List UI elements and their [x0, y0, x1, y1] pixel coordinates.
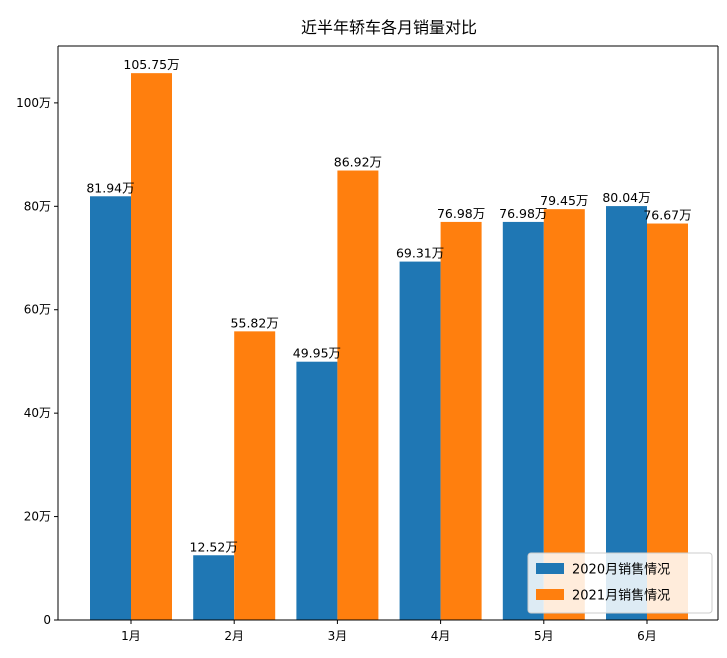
- data-label: 79.45万: [540, 193, 588, 208]
- x-tick-label: 6月: [637, 629, 657, 643]
- y-tick-label: 100万: [16, 96, 51, 110]
- y-tick-label: 40万: [24, 406, 51, 420]
- data-label: 49.95万: [293, 346, 341, 361]
- bar: [337, 170, 379, 620]
- y-tick-label: 0: [43, 613, 51, 627]
- legend-label: 2020月销售情况: [572, 562, 670, 578]
- bar: [543, 209, 585, 620]
- data-label: 80.04万: [602, 190, 650, 205]
- axes-layer: 0 20万 40万 60万 80万 100万 1月 2月 3月 4月 5月 6月: [16, 45, 719, 643]
- bar: [193, 555, 235, 620]
- y-tick-label: 60万: [24, 303, 51, 317]
- data-label: 69.31万: [396, 246, 444, 261]
- y-tick-label: 20万: [24, 510, 51, 524]
- x-tick-label: 4月: [431, 629, 451, 643]
- legend-swatch: [536, 563, 564, 574]
- bar: [296, 361, 338, 620]
- x-tick-label: 5月: [534, 629, 554, 643]
- legend: 2020月销售情况 2021月销售情况: [527, 552, 713, 614]
- bar: [399, 261, 441, 620]
- bar: [440, 221, 482, 621]
- bar: [131, 73, 172, 620]
- legend-swatch: [536, 589, 564, 600]
- data-label: 12.52万: [190, 539, 238, 554]
- bar: [234, 331, 276, 620]
- legend-label: 2021月销售情况: [572, 588, 670, 604]
- data-label: 76.98万: [437, 206, 485, 221]
- chart-title: 近半年轿车各月销量对比: [301, 18, 477, 37]
- x-tick-label: 3月: [328, 629, 348, 643]
- bar: [90, 196, 131, 620]
- data-label: 76.98万: [499, 206, 547, 221]
- x-tick-label: 2月: [224, 629, 244, 643]
- data-label: 105.75万: [123, 57, 179, 72]
- data-label: 55.82万: [231, 315, 279, 330]
- data-label: 86.92万: [334, 155, 382, 170]
- data-label: 81.94万: [86, 180, 134, 195]
- y-tick-label: 80万: [24, 199, 51, 213]
- data-label: 76.67万: [643, 208, 691, 223]
- legend-box: [527, 552, 713, 614]
- data-labels-layer: 81.94万 105.75万 12.52万 55.82万 49.95万 86.92万 69.…: [86, 57, 691, 554]
- x-tick-label: 1月: [121, 629, 141, 643]
- bar: [606, 206, 647, 620]
